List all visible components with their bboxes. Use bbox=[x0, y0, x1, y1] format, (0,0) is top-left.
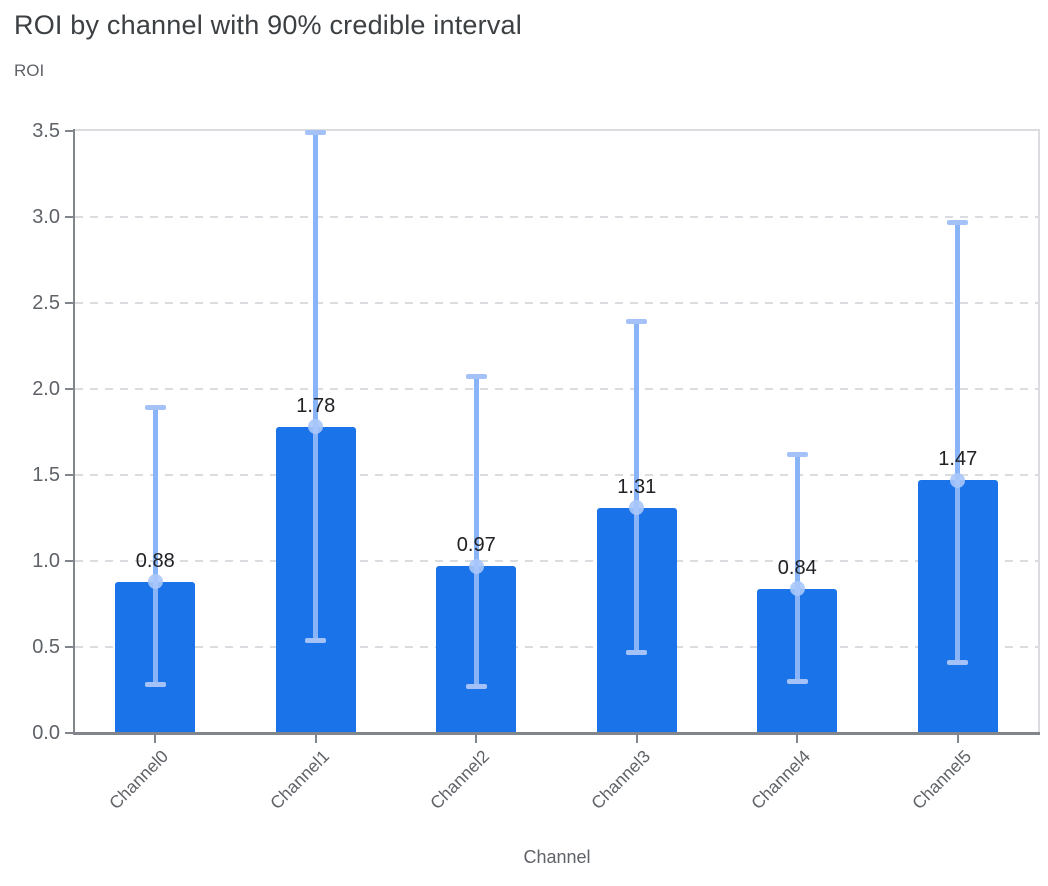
value-label-channel3: 1.31 bbox=[617, 475, 657, 498]
y-tick-label: 0.0 bbox=[32, 722, 60, 744]
y-tick-mark bbox=[65, 646, 74, 648]
y-axis-line bbox=[73, 129, 75, 734]
mean-dot-channel3 bbox=[629, 500, 645, 516]
error-cap-upper-channel2 bbox=[465, 374, 487, 380]
x-tick-mark bbox=[956, 735, 959, 743]
value-label-channel2: 0.97 bbox=[456, 534, 496, 557]
y-tick-mark bbox=[65, 474, 74, 476]
gridline bbox=[75, 302, 1038, 304]
value-label-channel0: 0.88 bbox=[135, 549, 175, 572]
error-cap-upper-channel3 bbox=[626, 319, 648, 325]
error-cap-upper-channel0 bbox=[144, 405, 166, 411]
error-cap-lower-channel0 bbox=[144, 682, 166, 688]
x-tick-label-channel0: Channel0 bbox=[105, 746, 173, 814]
value-label-channel4: 0.84 bbox=[777, 556, 817, 579]
y-tick-label: 2.0 bbox=[32, 378, 60, 400]
x-tick-mark bbox=[796, 735, 799, 743]
y-tick-label: 2.5 bbox=[32, 292, 60, 314]
y-tick-label: 3.0 bbox=[32, 206, 60, 228]
x-tick-label-channel5: Channel5 bbox=[907, 746, 975, 814]
y-axis-title: ROI bbox=[14, 61, 45, 80]
error-interval-channel2 bbox=[473, 376, 479, 687]
y-tick-label: 1.0 bbox=[32, 550, 60, 572]
error-cap-lower-channel4 bbox=[786, 678, 808, 684]
x-tick-label-channel4: Channel4 bbox=[747, 746, 815, 814]
y-tick-mark bbox=[65, 216, 74, 218]
x-tick-mark bbox=[635, 735, 638, 743]
value-label-channel5: 1.47 bbox=[938, 448, 978, 471]
y-tick-mark bbox=[65, 732, 74, 734]
mean-dot-channel5 bbox=[950, 472, 966, 488]
y-tick-mark bbox=[65, 560, 74, 562]
mean-dot-channel2 bbox=[468, 558, 484, 574]
y-tick-label: 3.5 bbox=[32, 120, 60, 142]
gridline bbox=[75, 388, 1038, 390]
error-interval-channel5 bbox=[955, 222, 961, 663]
value-label-channel1: 1.78 bbox=[296, 394, 336, 417]
gridline bbox=[75, 474, 1038, 476]
x-axis-line bbox=[73, 732, 1040, 735]
mean-dot-channel4 bbox=[789, 581, 805, 597]
x-tick-mark bbox=[475, 735, 478, 743]
error-cap-lower-channel5 bbox=[947, 659, 969, 665]
mean-dot-channel1 bbox=[308, 419, 324, 435]
y-tick-label: 1.5 bbox=[32, 464, 60, 486]
error-cap-upper-channel4 bbox=[786, 451, 808, 457]
y-tick-label: 0.5 bbox=[32, 636, 60, 658]
plot-border-top bbox=[74, 129, 1040, 131]
x-tick-label-channel1: Channel1 bbox=[265, 746, 333, 814]
x-tick-mark bbox=[314, 735, 317, 743]
gridline bbox=[75, 560, 1038, 562]
error-cap-upper-channel5 bbox=[947, 219, 969, 225]
gridline bbox=[75, 216, 1038, 218]
error-cap-lower-channel2 bbox=[465, 684, 487, 690]
chart-title: ROI by channel with 90% credible interva… bbox=[14, 10, 522, 40]
error-interval-channel1 bbox=[313, 132, 319, 641]
x-axis-title: Channel bbox=[523, 847, 591, 867]
gridline bbox=[75, 646, 1038, 648]
y-tick-mark bbox=[65, 302, 74, 304]
error-cap-upper-channel1 bbox=[305, 130, 327, 136]
mean-dot-channel0 bbox=[147, 574, 163, 590]
plot-border-right bbox=[1038, 129, 1040, 734]
error-interval-channel3 bbox=[634, 321, 640, 653]
error-interval-channel4 bbox=[794, 454, 800, 682]
error-cap-lower-channel1 bbox=[305, 637, 327, 643]
x-tick-label-channel3: Channel3 bbox=[586, 746, 654, 814]
y-tick-mark bbox=[65, 388, 74, 390]
error-cap-lower-channel3 bbox=[626, 649, 648, 655]
x-tick-mark bbox=[154, 735, 157, 743]
error-interval-channel0 bbox=[152, 407, 158, 685]
x-tick-label-channel2: Channel2 bbox=[426, 746, 494, 814]
y-tick-mark bbox=[65, 130, 74, 132]
